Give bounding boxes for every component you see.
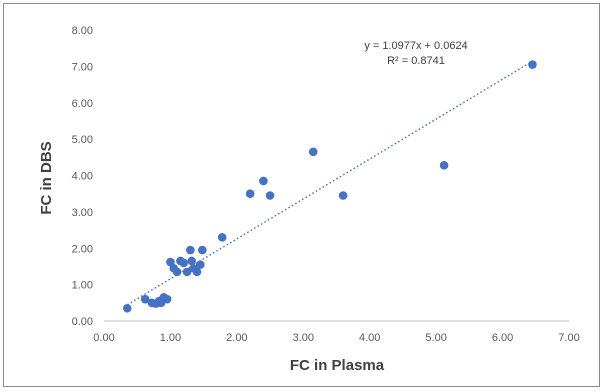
y-tick-label: 7.00 — [72, 61, 93, 73]
x-tick-label: 6.00 — [492, 332, 513, 344]
data-point — [259, 176, 268, 186]
data-point — [338, 191, 348, 200]
x-axis-tick-labels: 0.00 1.00 2.00 3.00 4.00 5.00 6.00 7.00 — [93, 332, 579, 344]
x-tick-label: 2.00 — [226, 332, 247, 344]
data-point — [245, 189, 255, 198]
trendline — [126, 60, 533, 306]
x-tick-label: 0.00 — [93, 332, 114, 344]
data-point — [162, 294, 172, 304]
data-point — [186, 245, 195, 255]
y-tick-label: 4.00 — [72, 171, 93, 183]
data-point — [198, 245, 207, 255]
y-tick-label: 6.00 — [72, 98, 93, 110]
x-tick-label: 4.00 — [359, 332, 380, 344]
data-point — [172, 267, 182, 277]
y-axis-title: FC in DBS — [38, 141, 55, 214]
data-point — [179, 258, 189, 268]
x-axis-title: FC in Plasma — [290, 357, 385, 374]
data-point — [439, 161, 449, 170]
r-squared-label: R² = 0.8741 — [387, 55, 445, 67]
data-point — [308, 147, 318, 157]
data-point — [140, 294, 150, 304]
y-tick-label: 2.00 — [72, 243, 93, 255]
y-tick-label: 8.00 — [72, 25, 93, 37]
y-tick-label: 3.00 — [72, 207, 93, 219]
data-point — [192, 267, 202, 277]
data-point — [265, 191, 275, 200]
y-tick-label: 1.00 — [72, 280, 93, 292]
x-tick-label: 1.00 — [160, 332, 181, 344]
y-axis-tick-labels: 0.00 1.00 2.00 3.00 4.00 5.00 6.00 7.00 8.00 — [72, 25, 93, 328]
x-tick-label: 7.00 — [558, 332, 579, 344]
x-tick-label: 3.00 — [293, 332, 314, 344]
data-points — [122, 60, 537, 313]
x-tick-label: 5.00 — [425, 332, 446, 344]
chart-frame — [3, 3, 600, 387]
y-tick-label: 5.00 — [72, 134, 93, 146]
data-point — [217, 233, 227, 242]
trendline-equation: y = 1.0977x + 0.0624 — [364, 40, 467, 52]
y-tick-label: 0.00 — [72, 316, 93, 328]
data-point — [196, 260, 205, 269]
data-point — [122, 303, 132, 313]
data-point — [182, 267, 192, 277]
data-point — [187, 256, 196, 266]
data-point — [528, 60, 537, 69]
